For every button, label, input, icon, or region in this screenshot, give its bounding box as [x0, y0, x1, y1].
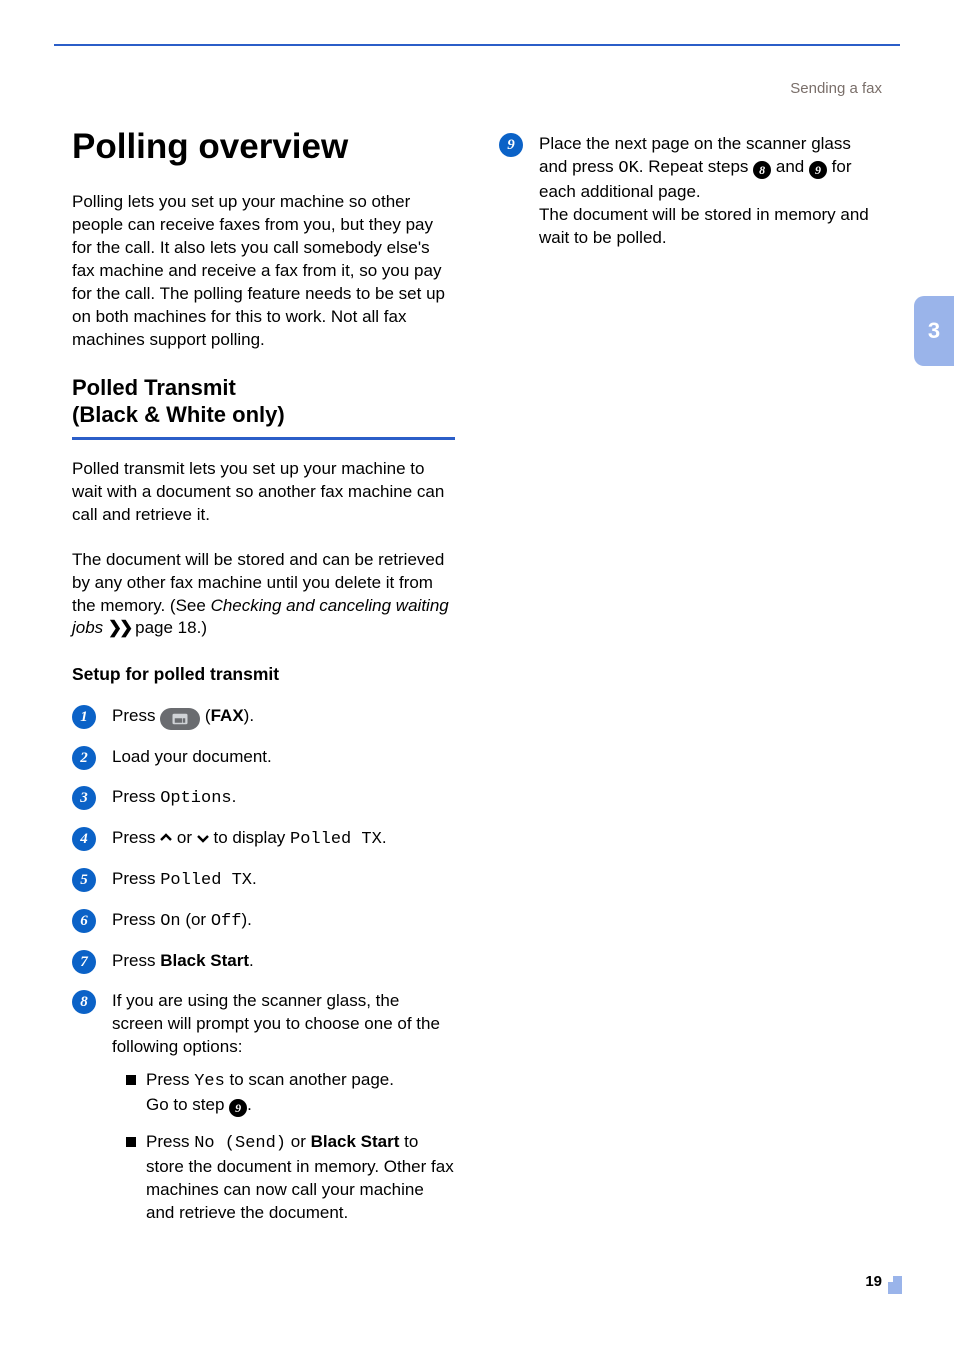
step-badge-6: 6	[72, 909, 96, 933]
step-9-e: The document will be stored in memory an…	[539, 205, 869, 247]
step-5-b: .	[252, 869, 257, 888]
step-6-code1: On	[160, 912, 180, 931]
step-1: 1 Press (FAX).	[72, 705, 455, 730]
left-column: Polling overview Polling lets you set up…	[72, 127, 455, 1255]
step-1-text-b: ).	[244, 706, 254, 725]
step-5-body: Press Polled TX.	[112, 868, 455, 893]
step-6-a: Press	[112, 910, 160, 929]
step-8-bullet-1: Press Yes to scan another page. Go to st…	[126, 1069, 455, 1117]
step-6-code2: Off	[211, 912, 242, 931]
step-badge-1: 1	[72, 705, 96, 729]
xref-glyph: ❯❯	[108, 618, 131, 637]
step-5-a: Press	[112, 869, 160, 888]
s8b1-b: to scan another page.	[225, 1070, 394, 1089]
step-4-c: .	[382, 828, 387, 847]
step-7: 7 Press Black Start.	[72, 950, 455, 974]
inline-ref-9: 9	[229, 1099, 247, 1117]
step-8-body: If you are using the scanner glass, the …	[112, 990, 455, 1239]
section-heading-line1: Polled Transmit	[72, 375, 236, 400]
step-5-code: Polled TX	[160, 871, 252, 890]
s8b2-a: Press	[146, 1132, 194, 1151]
section-heading: Polled Transmit (Black & White only)	[72, 374, 455, 429]
step-3-a: Press	[112, 787, 160, 806]
fax-label: FAX	[211, 706, 244, 725]
intro-paragraph: Polling lets you set up your machine so …	[72, 191, 455, 352]
step-7-b: .	[249, 951, 254, 970]
polled-para-2b: page 18.)	[130, 618, 207, 637]
s8b2-bold: Black Start	[311, 1132, 400, 1151]
right-column: 9 Place the next page on the scanner gla…	[499, 127, 882, 1255]
step-9-b: . Repeat steps	[639, 157, 753, 176]
step-7-bold: Black Start	[160, 951, 249, 970]
step-6-b: ).	[241, 910, 251, 929]
top-rule	[54, 44, 900, 46]
step-badge-3: 3	[72, 786, 96, 810]
step-9-body: Place the next page on the scanner glass…	[539, 133, 882, 250]
step-6-body: Press On (or Off).	[112, 909, 455, 934]
chevron-up-icon	[160, 832, 172, 844]
step-8-text: If you are using the scanner glass, the …	[112, 991, 440, 1056]
chapter-tab: 3	[914, 296, 954, 366]
step-1-body: Press (FAX).	[112, 705, 455, 730]
step-8-bullet-2: Press No (Send) or Black Start to store …	[126, 1131, 455, 1225]
page-number: 19	[865, 1273, 882, 1290]
step-9: 9 Place the next page on the scanner gla…	[499, 133, 882, 250]
step-1-text-a: Press	[112, 706, 160, 725]
breadcrumb: Sending a fax	[54, 80, 900, 97]
step-badge-5: 5	[72, 868, 96, 892]
step-3-b: .	[232, 787, 237, 806]
step-5: 5 Press Polled TX.	[72, 868, 455, 893]
polled-para-2: The document will be stored and can be r…	[72, 549, 455, 641]
s8b1-d: .	[247, 1095, 252, 1114]
section-heading-line2: (Black & White only)	[72, 402, 285, 427]
s8b2-code: No (Send)	[194, 1134, 286, 1153]
step-4-code: Polled TX	[290, 830, 382, 849]
s8b1-c: Go to step	[146, 1095, 229, 1114]
step-badge-2: 2	[72, 746, 96, 770]
step-7-a: Press	[112, 951, 160, 970]
content-columns: Polling overview Polling lets you set up…	[54, 127, 900, 1255]
polled-para-1: Polled transmit lets you set up your mac…	[72, 458, 455, 527]
step-9-c: and	[771, 157, 809, 176]
step-4-a: Press	[112, 828, 160, 847]
step-2: 2 Load your document.	[72, 746, 455, 770]
s8b1-code: Yes	[194, 1072, 225, 1091]
step-4-mid: or	[172, 828, 197, 847]
step-4-body: Press or to display Polled TX.	[112, 827, 455, 852]
fax-icon	[160, 708, 200, 730]
subsection-heading: Setup for polled transmit	[72, 664, 455, 685]
page: Sending a fax 3 Polling overview Polling…	[0, 0, 954, 1350]
s8b2-mid: or	[286, 1132, 311, 1151]
step-3-code: Options	[160, 789, 231, 808]
step-4-b: to display	[209, 828, 290, 847]
step-4: 4 Press or to display Polled TX.	[72, 827, 455, 852]
page-number-marker-icon	[888, 1276, 902, 1294]
step-8-sublist: Press Yes to scan another page. Go to st…	[112, 1069, 455, 1225]
step-2-body: Load your document.	[112, 746, 455, 769]
step-8: 8 If you are using the scanner glass, th…	[72, 990, 455, 1239]
step-badge-8: 8	[72, 990, 96, 1014]
s8b1-a: Press	[146, 1070, 194, 1089]
step-6: 6 Press On (or Off).	[72, 909, 455, 934]
step-7-body: Press Black Start.	[112, 950, 455, 973]
step-3: 3 Press Options.	[72, 786, 455, 811]
step-badge-9: 9	[499, 133, 523, 157]
step-6-mid: (or	[181, 910, 211, 929]
chevron-down-icon	[197, 832, 209, 844]
step-9-code: OK	[618, 159, 638, 178]
page-title: Polling overview	[72, 127, 455, 167]
inline-ref-9b: 9	[809, 161, 827, 179]
chapter-tab-number: 3	[928, 318, 940, 344]
step-3-body: Press Options.	[112, 786, 455, 811]
step-badge-7: 7	[72, 950, 96, 974]
section-rule	[72, 437, 455, 440]
inline-ref-8: 8	[753, 161, 771, 179]
step-badge-4: 4	[72, 827, 96, 851]
